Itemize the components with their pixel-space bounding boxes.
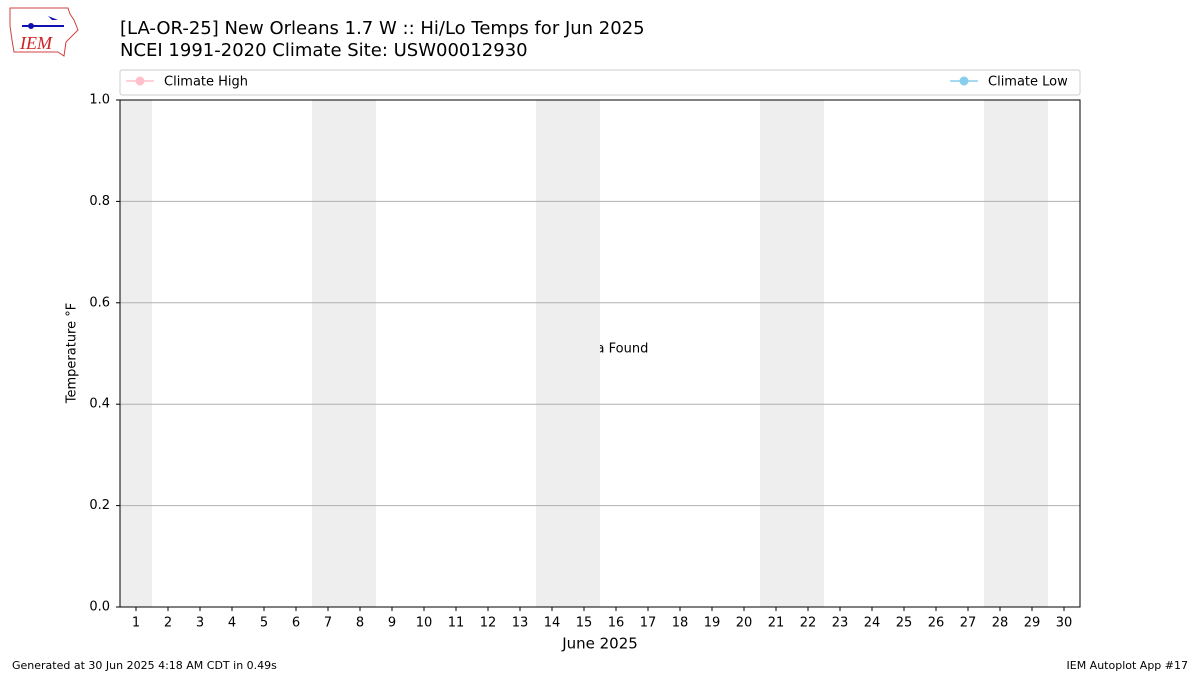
y-tick-label: 1.0: [89, 93, 110, 108]
x-tick-label: 11: [448, 616, 465, 631]
x-axis-label: June 2025: [561, 635, 638, 653]
x-tick-label: 8: [356, 616, 364, 631]
x-tick-label: 29: [1024, 616, 1041, 631]
x-tick-label: 5: [260, 616, 268, 631]
weekend-band: [312, 100, 376, 607]
x-tick-label: 16: [608, 616, 625, 631]
weekend-band: [120, 100, 152, 607]
x-tick-label: 27: [960, 616, 977, 631]
x-tick-label: 19: [704, 616, 721, 631]
x-tick-label: 3: [196, 616, 204, 631]
x-tick-label: 30: [1056, 616, 1073, 631]
x-tick-label: 15: [576, 616, 593, 631]
legend-box: [119, 69, 1081, 96]
x-tick-label: 12: [480, 616, 497, 631]
y-axis-label: Temperature °F: [65, 303, 80, 404]
x-tick-label: 28: [992, 616, 1009, 631]
x-tick-label: 14: [544, 616, 561, 631]
y-tick-label: 0.4: [89, 397, 110, 412]
x-tick-label: 13: [512, 616, 529, 631]
legend-marker: [959, 76, 969, 86]
x-tick-label: 6: [292, 616, 300, 631]
weekend-band: [760, 100, 824, 607]
weekend-band: [984, 100, 1048, 607]
y-tick-label: 0.0: [89, 600, 110, 615]
x-tick-label: 24: [864, 616, 881, 631]
y-tick-label: 0.6: [89, 295, 110, 310]
x-tick-label: 21: [768, 616, 785, 631]
chart-subtitle: NCEI 1991-2020 Climate Site: USW00012930: [120, 40, 528, 61]
x-tick-label: 17: [640, 616, 657, 631]
footer-right: IEM Autoplot App #17: [1067, 659, 1189, 672]
x-tick-label: 18: [672, 616, 689, 631]
chart-title: [LA-OR-25] New Orleans 1.7 W :: Hi/Lo Te…: [120, 18, 645, 39]
legend-label: Climate High: [164, 75, 248, 90]
logo-outline: [9, 7, 79, 57]
x-tick-label: 9: [388, 616, 396, 631]
y-tick-label: 0.2: [89, 498, 110, 513]
legend-marker: [135, 76, 145, 86]
logo-dot: [28, 23, 34, 29]
legend-label: Climate Low: [988, 75, 1068, 90]
x-tick-label: 20: [736, 616, 753, 631]
x-tick-label: 25: [896, 616, 913, 631]
x-tick-label: 2: [164, 616, 172, 631]
x-tick-label: 4: [228, 616, 236, 631]
x-tick-label: 7: [324, 616, 332, 631]
footer-left: Generated at 30 Jun 2025 4:18 AM CDT in …: [12, 659, 277, 672]
logo: IEM: [9, 7, 79, 57]
x-tick-label: 23: [832, 616, 849, 631]
logo-vane: [48, 16, 58, 20]
plot-frame: [119, 99, 1081, 608]
x-tick-label: 22: [800, 616, 817, 631]
weekend-band: [536, 100, 600, 607]
x-tick-label: 1: [132, 616, 140, 631]
x-tick-label: 10: [416, 616, 433, 631]
x-tick-label: 26: [928, 616, 945, 631]
y-tick-label: 0.8: [89, 194, 110, 209]
logo-text: IEM: [19, 33, 53, 53]
